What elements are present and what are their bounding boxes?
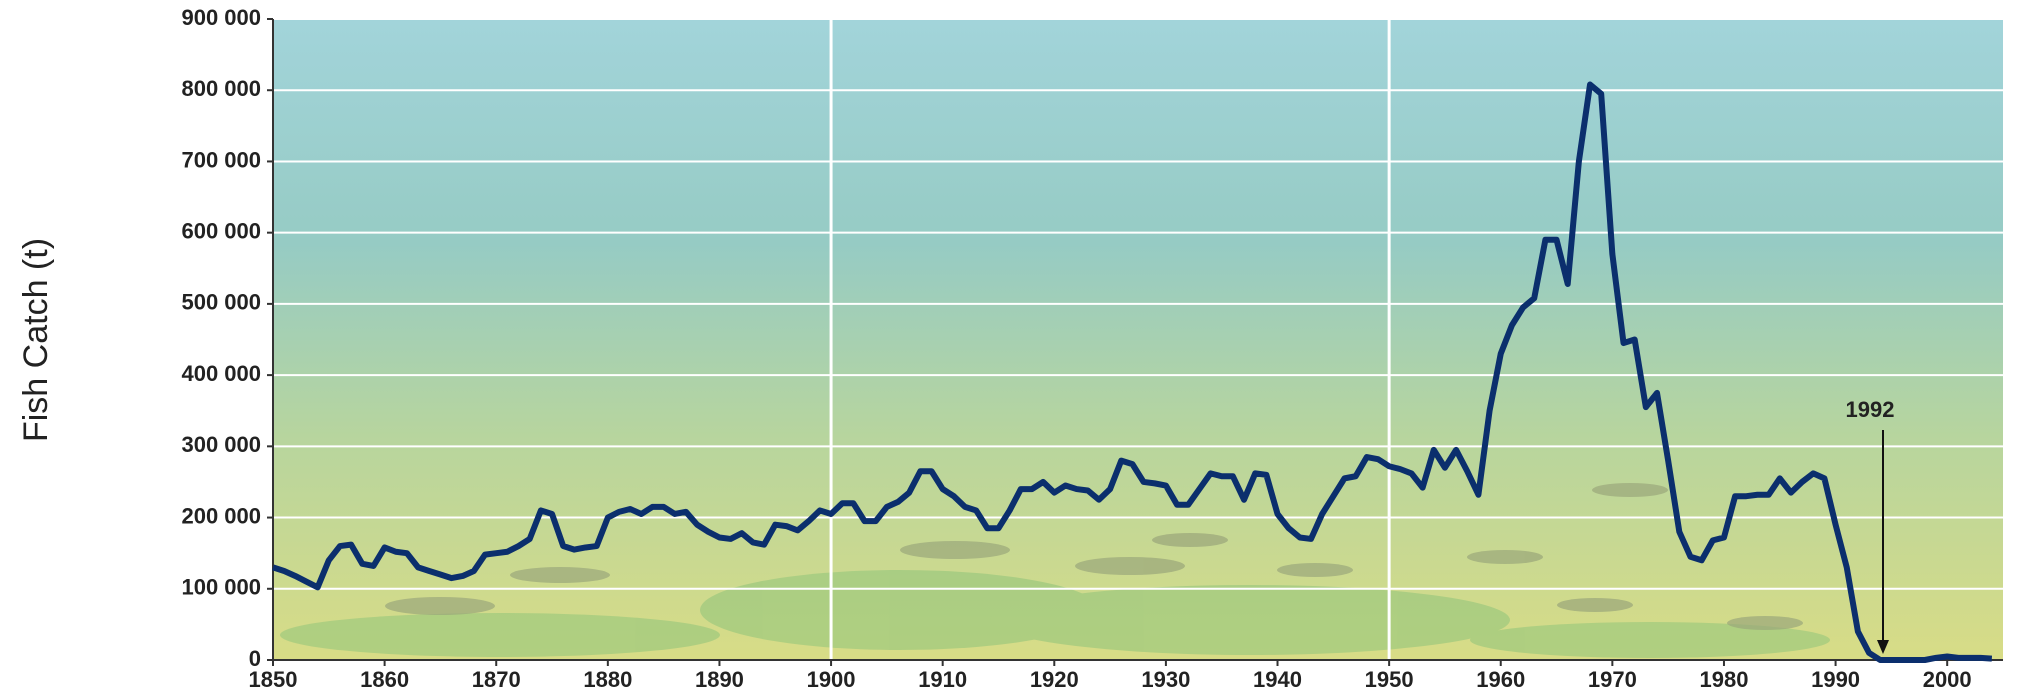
x-tick-label: 1850 [249, 667, 298, 692]
y-tick-label: 100 000 [181, 575, 261, 600]
x-tick-label: 1980 [1699, 667, 1748, 692]
x-tick-label: 1880 [583, 667, 632, 692]
y-axis-title: Fish Catch (t) [17, 238, 55, 442]
y-tick-label: 700 000 [181, 147, 261, 172]
plot-background [273, 19, 2003, 660]
y-tick-label: 200 000 [181, 503, 261, 528]
y-tick-label: 800 000 [181, 76, 261, 101]
x-tick-label: 1860 [360, 667, 409, 692]
x-tick-label: 1870 [472, 667, 521, 692]
x-tick-label: 1960 [1476, 667, 1525, 692]
series [272, 81, 1993, 663]
seaweed-decoration [280, 570, 1830, 658]
y-tick-label: 0 [249, 646, 261, 671]
x-tick-label: 1910 [918, 667, 967, 692]
x-tick-label: 2000 [1923, 667, 1972, 692]
annotation-arrow-head [1877, 640, 1889, 654]
y-tick-label: 400 000 [181, 361, 261, 386]
x-tick-label: 1940 [1253, 667, 1302, 692]
x-tick-label: 1990 [1811, 667, 1860, 692]
y-tick-label: 300 000 [181, 432, 261, 457]
y-tick-label: 500 000 [181, 290, 261, 315]
y-tick-label: 600 000 [181, 218, 261, 243]
y-tick-label: 900 000 [181, 5, 261, 30]
line-series [272, 81, 1993, 663]
x-tick-label: 1950 [1365, 667, 1414, 692]
fish-decoration [385, 483, 1803, 630]
x-tick-label: 1930 [1141, 667, 1190, 692]
x-tick-label: 1970 [1588, 667, 1637, 692]
x-tick-label: 1890 [695, 667, 744, 692]
grid [267, 18, 2003, 666]
annotation: 1992 [1846, 397, 1895, 422]
x-tick-label: 1900 [807, 667, 856, 692]
x-tick-label: 1920 [1030, 667, 1079, 692]
